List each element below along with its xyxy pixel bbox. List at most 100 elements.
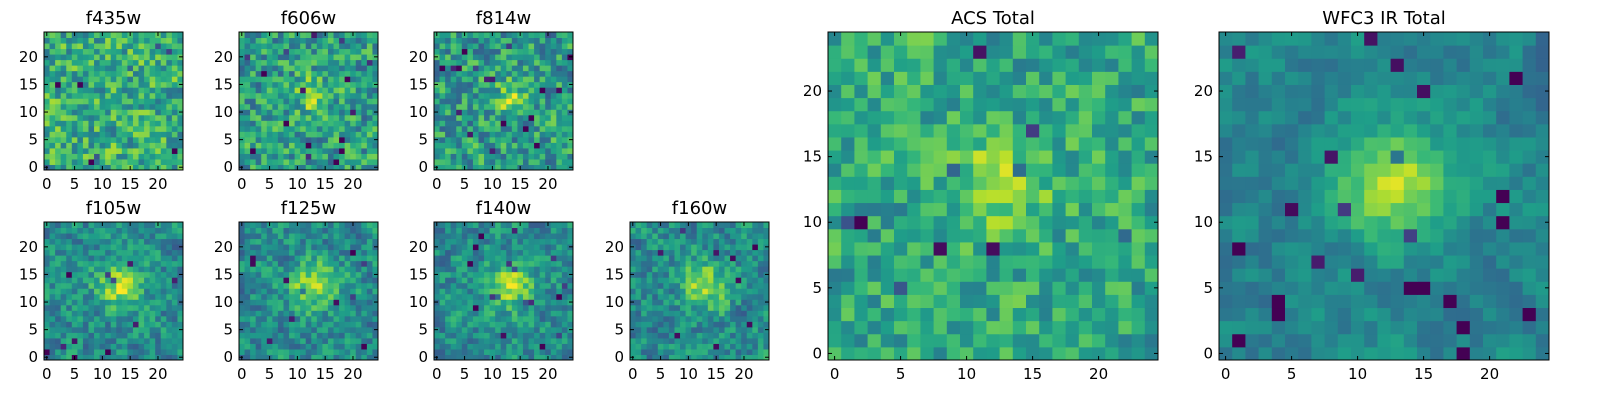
- heatmap-cell: [366, 76, 373, 83]
- heatmap-cell: [177, 125, 184, 132]
- heatmap-cell: [696, 222, 703, 229]
- heatmap-cell: [707, 315, 714, 322]
- heatmap-cell: [484, 260, 491, 267]
- heatmap-cell: [132, 238, 140, 245]
- heatmap-cell: [567, 310, 574, 317]
- heatmap-cell: [920, 150, 935, 164]
- heatmap-cell: [646, 310, 653, 317]
- heatmap-cell: [495, 59, 502, 66]
- heatmap-cell: [946, 268, 961, 282]
- heatmap-cell: [434, 227, 441, 234]
- y-tick-label: 5: [28, 131, 38, 149]
- heatmap-cell: [138, 326, 145, 333]
- heatmap-cell: [311, 48, 318, 55]
- heatmap-cell: [121, 37, 128, 44]
- heatmap-cell: [372, 76, 379, 83]
- heatmap-cell: [484, 164, 491, 171]
- heatmap-cell: [160, 255, 167, 262]
- heatmap-cell: [1092, 281, 1106, 295]
- heatmap-cell: [489, 81, 496, 88]
- heatmap-cell: [71, 343, 78, 350]
- heatmap-cell: [244, 299, 251, 306]
- heatmap-cell: [641, 227, 648, 234]
- heatmap-cell: [339, 131, 346, 138]
- heatmap-cell: [110, 227, 117, 234]
- y-tick-label: 20: [214, 48, 233, 66]
- heatmap-cell: [506, 76, 513, 83]
- heatmap-cell: [746, 310, 753, 317]
- heatmap-cell: [110, 238, 117, 245]
- heatmap-cell: [517, 348, 524, 355]
- heatmap-cell: [741, 348, 748, 355]
- heatmap-cell: [1052, 176, 1067, 190]
- heatmap-cell: [116, 125, 123, 132]
- heatmap-cell: [472, 32, 479, 39]
- heatmap-cell: [327, 37, 335, 44]
- heatmap-cell: [277, 282, 284, 289]
- heatmap-cell: [556, 288, 563, 295]
- heatmap-cell: [641, 315, 648, 322]
- heatmap-cell: [556, 54, 563, 61]
- heatmap-cell: [244, 164, 251, 171]
- heatmap-cell: [255, 343, 262, 350]
- heatmap-cell: [545, 103, 552, 110]
- heatmap-cell: [730, 233, 737, 240]
- heatmap-cell: [506, 32, 513, 39]
- heatmap-cell: [127, 255, 134, 262]
- heatmap-cell: [707, 348, 714, 355]
- heatmap-cell: [680, 288, 687, 295]
- heatmap-cell: [528, 103, 535, 110]
- heatmap-cell: [116, 337, 123, 344]
- heatmap-cell: [149, 87, 156, 94]
- heatmap-cell: [735, 326, 742, 333]
- heatmap-cell: [294, 158, 301, 165]
- heatmap-cell: [144, 164, 151, 171]
- heatmap-cell: [99, 326, 106, 333]
- heatmap-cell: [350, 103, 357, 110]
- heatmap-cell: [517, 326, 524, 333]
- heatmap-cell: [724, 343, 731, 350]
- heatmap-cell: [550, 282, 557, 289]
- heatmap-cell: [277, 114, 284, 121]
- heatmap-cell: [450, 227, 457, 234]
- heatmap-cell: [121, 337, 128, 344]
- heatmap-cell: [244, 260, 251, 267]
- heatmap-cell: [1026, 294, 1040, 309]
- heatmap-cell: [550, 222, 557, 229]
- heatmap-cell: [556, 233, 563, 240]
- heatmap-cell: [361, 321, 368, 328]
- heatmap-cell: [361, 43, 368, 50]
- heatmap-cell: [461, 255, 468, 262]
- heatmap-cell: [630, 310, 637, 317]
- x-tick-label: 15: [316, 365, 335, 383]
- heatmap-cell: [478, 326, 485, 333]
- heatmap-cell: [880, 189, 895, 204]
- heatmap-cell: [960, 346, 974, 361]
- heatmap-cell: [327, 147, 335, 154]
- heatmap-cell: [550, 304, 557, 311]
- heatmap-cell: [445, 233, 452, 240]
- heatmap-cell: [522, 125, 530, 132]
- heatmap-cell: [305, 288, 312, 295]
- heatmap-cell: [461, 54, 468, 61]
- heatmap-cell: [250, 337, 257, 344]
- heatmap-cell: [121, 125, 128, 132]
- heatmap-cell: [49, 222, 56, 229]
- heatmap-cell: [316, 238, 323, 245]
- heatmap-cell: [867, 294, 882, 309]
- heatmap-cell: [663, 321, 670, 328]
- heatmap-cell: [88, 147, 95, 154]
- heatmap-cell: [55, 227, 62, 234]
- heatmap-cell: [327, 332, 335, 339]
- heatmap-cell: [366, 299, 373, 306]
- heatmap-cell: [55, 114, 62, 121]
- heatmap-cell: [110, 326, 117, 333]
- heatmap-cell: [60, 109, 67, 116]
- heatmap-cell: [757, 326, 764, 333]
- heatmap-cell: [1105, 294, 1119, 309]
- heatmap-cell: [333, 32, 340, 39]
- heatmap-cell: [294, 131, 301, 138]
- heatmap-cell: [724, 348, 731, 355]
- heatmap-cell: [121, 271, 128, 278]
- heatmap-cell: [272, 142, 279, 149]
